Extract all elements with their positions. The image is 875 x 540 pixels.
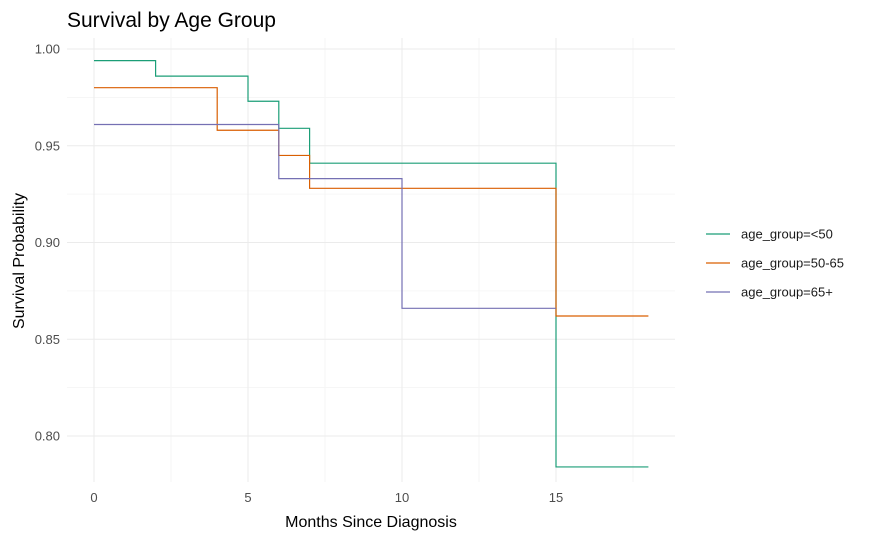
legend-label: age_group=50-65 <box>741 256 844 271</box>
x-tick-label: 15 <box>549 490 563 505</box>
series-line <box>94 87 649 317</box>
series-line <box>94 60 649 468</box>
x-axis-title: Months Since Diagnosis <box>285 514 457 531</box>
y-axis-title: Survival Probability <box>11 193 28 329</box>
y-tick-label: 0.80 <box>35 429 60 444</box>
legend: age_group=<50 age_group=50-65 age_group=65… <box>706 227 844 300</box>
legend-label: age_group=<50 <box>741 227 833 242</box>
y-axis-ticks: 0.80 0.85 0.90 0.95 1.00 <box>35 42 60 444</box>
y-tick-label: 0.85 <box>35 332 60 347</box>
legend-label: age_group=65+ <box>741 285 833 300</box>
x-tick-label: 0 <box>90 490 97 505</box>
chart-title: Survival by Age Group <box>67 9 276 32</box>
y-tick-label: 0.90 <box>35 235 60 250</box>
series-lines <box>94 60 649 468</box>
x-tick-label: 5 <box>244 490 251 505</box>
series-line <box>94 123 556 309</box>
grid <box>67 38 675 482</box>
x-axis-ticks: 0 5 10 15 <box>90 490 563 505</box>
x-tick-label: 10 <box>395 490 409 505</box>
y-tick-label: 0.95 <box>35 138 60 153</box>
y-tick-label: 1.00 <box>35 42 60 57</box>
